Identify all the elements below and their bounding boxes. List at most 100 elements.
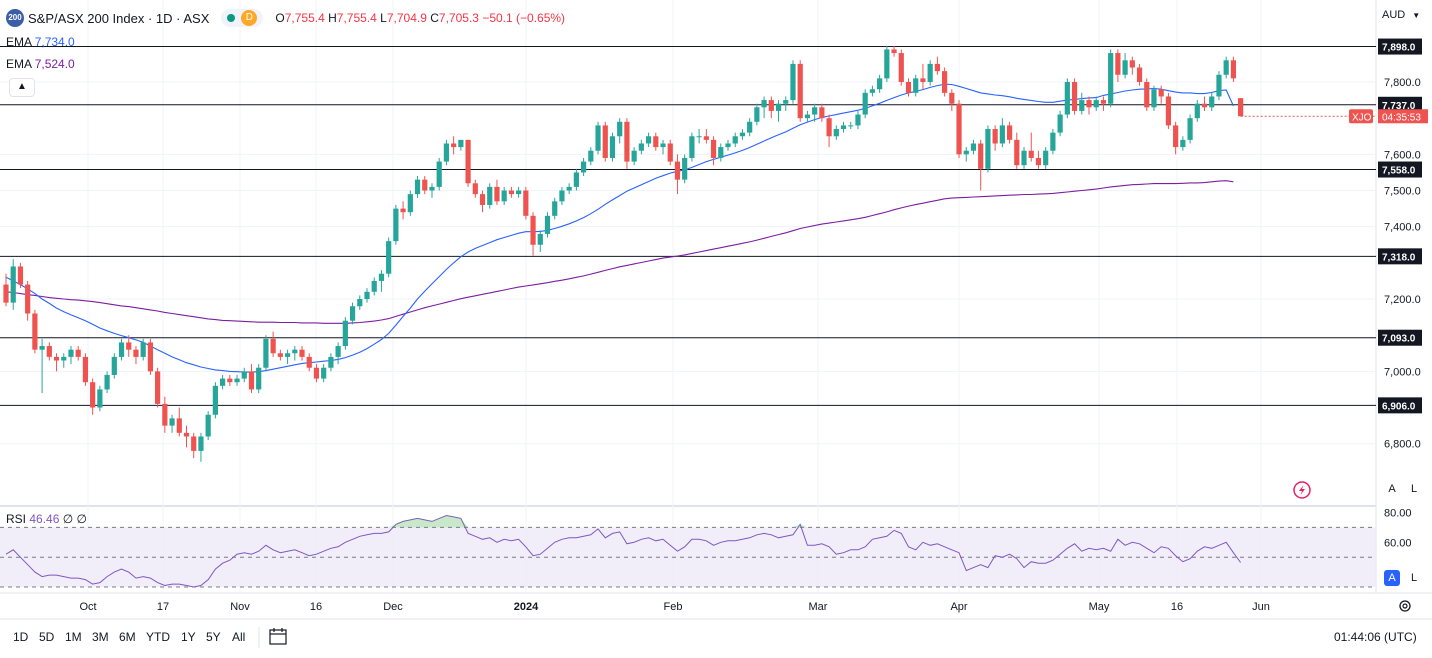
- auto-scale-button[interactable]: A: [1388, 483, 1396, 495]
- timeframe-button-1m[interactable]: 1M: [65, 630, 82, 644]
- candle-body: [414, 179, 421, 195]
- calendar-range-icon[interactable]: [269, 628, 287, 645]
- price-tick-label: 7,000.0: [1384, 366, 1421, 378]
- candle-body: [855, 114, 861, 126]
- candle-body: [46, 346, 52, 357]
- timeframe-button-1d[interactable]: 1D: [13, 630, 29, 644]
- candle-body: [956, 103, 962, 155]
- ema-slow-legend[interactable]: EMA 7,524.0: [6, 57, 75, 71]
- countdown-label: 04:35:53: [1382, 112, 1421, 123]
- timeframe-button-1y[interactable]: 1Y: [181, 630, 196, 644]
- candle-body: [942, 71, 948, 93]
- symbol-price-tag-label: XJO: [1352, 112, 1372, 123]
- price-tick-label: 7,500.0: [1384, 186, 1421, 198]
- time-axis[interactable]: Oct 17 Nov 16 Dec 2024 Feb Mar Apr May 16 Jun: [79, 601, 1269, 613]
- candle-body: [220, 378, 226, 386]
- ema-fast-legend[interactable]: EMA 7,734.0: [6, 35, 75, 49]
- candle-body: [949, 92, 955, 104]
- candle-body: [1230, 60, 1236, 79]
- price-tick-label: 7,200.0: [1384, 294, 1421, 306]
- horizontal-levels: [0, 46, 1376, 406]
- market-status-pill[interactable]: D: [221, 9, 264, 27]
- candle-body: [667, 143, 673, 162]
- candle-body: [400, 208, 406, 213]
- price-tick-label: 7,400.0: [1384, 222, 1421, 234]
- candle-body: [609, 136, 616, 158]
- candle-body: [1187, 118, 1193, 140]
- chevron-up-icon[interactable]: ▲: [9, 78, 35, 97]
- level-price-tag: [1378, 248, 1422, 265]
- candle-body: [581, 161, 587, 173]
- candle-body: [1035, 157, 1042, 166]
- open-label: O: [275, 11, 285, 25]
- ema-fast-value: 7,734.0: [34, 35, 75, 49]
- candle-body: [53, 356, 60, 361]
- candle-body: [443, 143, 450, 162]
- candle-body: [1057, 114, 1063, 133]
- price-axis[interactable]: 7,800.0 7,600.0 7,500.0 7,400.0 7,200.0 7,000…: [1240, 38, 1428, 451]
- level-price-tag: [1378, 397, 1422, 414]
- candle-body: [371, 280, 377, 292]
- time-tick-label: Jun: [1252, 601, 1270, 613]
- ema-slow-value: 7,524.0: [34, 57, 75, 71]
- time-tick-label: 16: [310, 601, 322, 613]
- candle-body: [552, 201, 558, 216]
- candle-body: [1158, 89, 1164, 97]
- currency-selector[interactable]: AUD ▼: [1382, 9, 1420, 21]
- candle-body: [761, 100, 767, 108]
- low-value: 7,704.9: [386, 11, 427, 25]
- rsi-axis[interactable]: 80.00 60.00: [1384, 507, 1412, 549]
- candle-body: [516, 190, 522, 195]
- gear-icon[interactable]: [1399, 600, 1411, 612]
- candle-body: [718, 147, 724, 158]
- candle-body: [1093, 100, 1099, 108]
- candle-body: [1201, 103, 1208, 108]
- lightning-icon[interactable]: [1293, 481, 1311, 499]
- candle-body: [573, 172, 579, 187]
- timeframe-button-6m[interactable]: 6M: [119, 630, 136, 644]
- rsi-extra-1: ∅: [62, 512, 74, 526]
- candle-body: [790, 63, 796, 101]
- utc-clock[interactable]: 01:44:06 (UTC): [1334, 630, 1417, 644]
- symbol-title[interactable]: S&P/ASX 200 Index · 1D · ASX: [28, 10, 210, 26]
- timeframe-button-all[interactable]: All: [232, 630, 246, 644]
- timeframe-button-5d[interactable]: 5D: [39, 630, 55, 644]
- candle-body: [422, 179, 428, 191]
- symbol-legend[interactable]: 200 S&P/ASX 200 Index · 1D · ASX D O7,75…: [6, 9, 565, 27]
- symbol-price-tag: [1349, 109, 1373, 124]
- candle-body: [436, 161, 442, 187]
- low-label: L: [380, 11, 387, 25]
- ema-slow-label: EMA: [6, 57, 32, 71]
- candle-body: [970, 143, 977, 151]
- candle-body: [710, 139, 717, 158]
- candle-body: [227, 378, 233, 383]
- rsi-label: RSI: [6, 512, 27, 526]
- candle-body: [277, 353, 283, 357]
- log-scale-button[interactable]: L: [1410, 483, 1418, 495]
- candle-body: [1129, 60, 1135, 68]
- candle-body: [819, 107, 825, 119]
- candle-body: [999, 125, 1005, 144]
- candle-body: [306, 356, 312, 368]
- time-tick-label: Apr: [950, 601, 967, 613]
- candle-body: [1108, 53, 1114, 104]
- candle-body: [472, 183, 478, 195]
- candle-body: [1043, 150, 1049, 166]
- candle-body: [118, 342, 125, 357]
- time-tick-label: Feb: [664, 601, 683, 613]
- rsi-legend[interactable]: RSI 46.46 ∅ ∅: [6, 512, 87, 526]
- time-tick-label: Dec: [383, 601, 403, 613]
- candle-body: [364, 291, 370, 300]
- timeframe-button-ytd[interactable]: YTD: [146, 630, 170, 644]
- rsi-log-scale-button[interactable]: L: [1410, 572, 1418, 584]
- timeframe-button-3m[interactable]: 3M: [92, 630, 109, 644]
- candle-body: [133, 349, 139, 357]
- rsi-auto-scale-button[interactable]: A: [1384, 570, 1400, 586]
- timeframe-button-5y[interactable]: 5Y: [206, 630, 221, 644]
- time-tick-label: Nov: [230, 601, 250, 613]
- level-price-label: 7,898.0: [1382, 43, 1416, 54]
- candle-body: [898, 53, 904, 82]
- candle-body: [963, 150, 969, 155]
- ohlc-values: O7,755.4 H7,755.4 L7,704.9 C7,705.3 −50.…: [275, 11, 565, 25]
